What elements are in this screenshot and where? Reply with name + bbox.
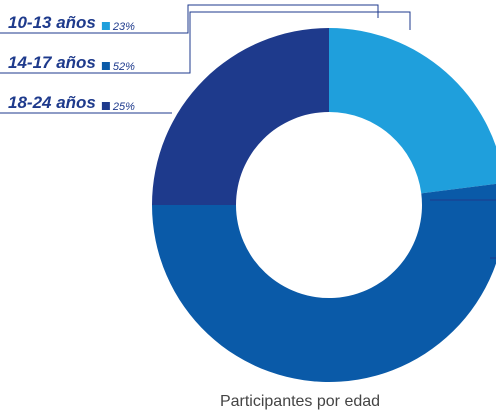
legend-swatch [101, 102, 110, 110]
legend-label: 10-13 años [8, 13, 96, 32]
slice [152, 28, 329, 205]
legend-value: 25% [112, 101, 135, 113]
slice [329, 28, 496, 194]
legend-swatch [101, 62, 110, 70]
slices [152, 28, 496, 382]
chart-title: Participantes por edad [220, 393, 380, 410]
leader-line [0, 4, 379, 34]
legend-swatch [101, 22, 110, 30]
legend-value: 52% [113, 61, 135, 73]
leader-line [0, 11, 411, 74]
legend-label: 14-17 años [8, 53, 96, 72]
legend-label: 18-24 años [8, 93, 96, 112]
slice [152, 183, 496, 382]
legend-value: 23% [112, 21, 135, 33]
